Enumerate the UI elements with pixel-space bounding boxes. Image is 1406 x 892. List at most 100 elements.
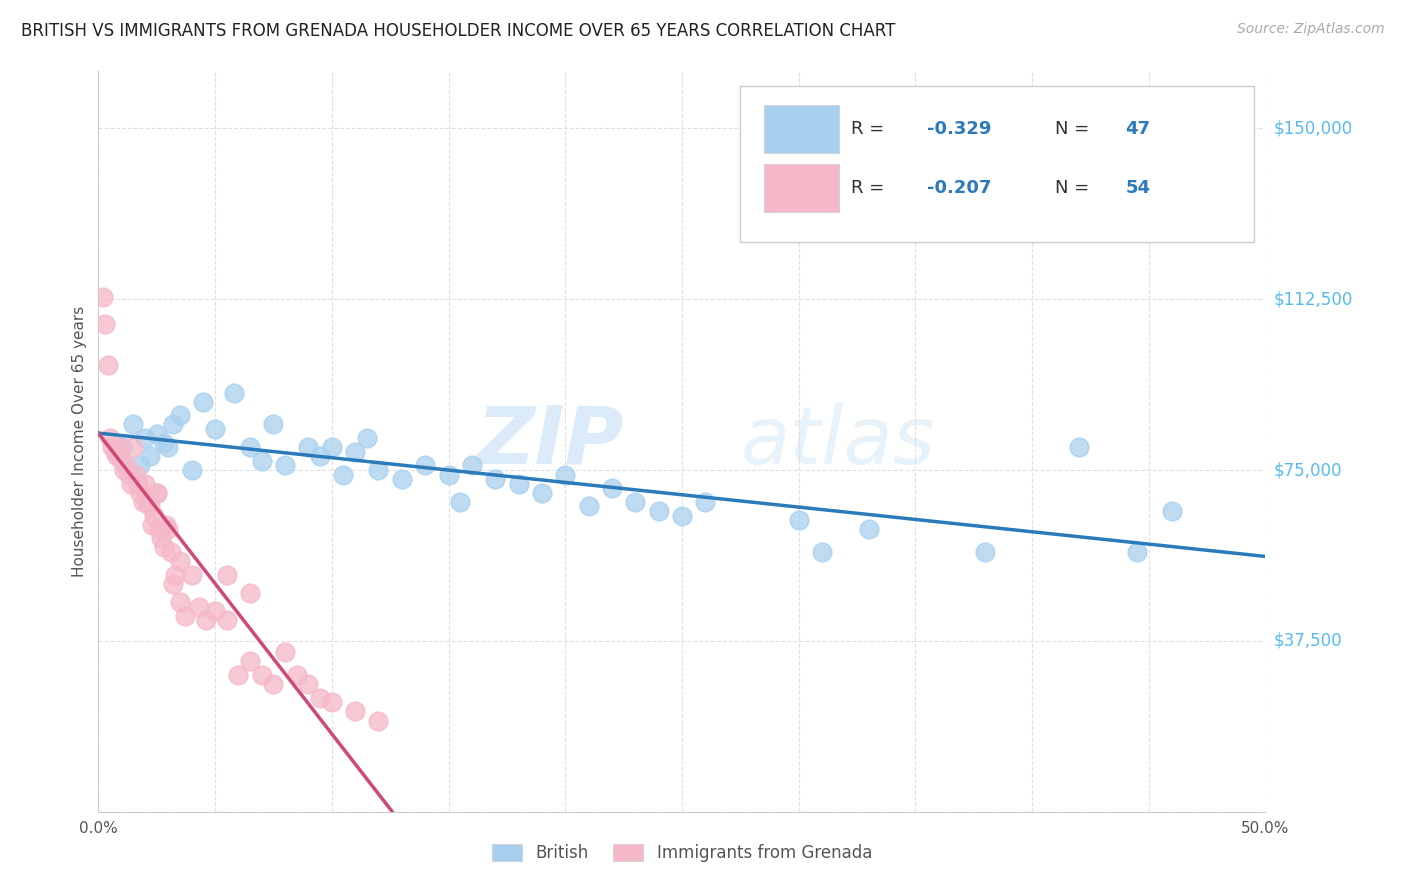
- Text: -0.329: -0.329: [927, 120, 991, 138]
- Point: [1126, 545, 1149, 559]
- Point: [148, 522, 170, 536]
- Point: [309, 690, 332, 705]
- Text: N =: N =: [1056, 179, 1095, 197]
- Point: [105, 450, 128, 464]
- Text: 47: 47: [1125, 120, 1150, 138]
- FancyBboxPatch shape: [763, 164, 839, 212]
- Point: [129, 458, 152, 473]
- Point: [274, 645, 297, 659]
- Point: [187, 599, 209, 614]
- Point: [129, 485, 152, 500]
- Point: [413, 458, 436, 473]
- Point: [143, 508, 166, 523]
- Point: [321, 440, 343, 454]
- Point: [600, 481, 623, 495]
- Point: [297, 440, 319, 454]
- Point: [157, 440, 180, 454]
- Point: [437, 467, 460, 482]
- Text: BRITISH VS IMMIGRANTS FROM GRENADA HOUSEHOLDER INCOME OVER 65 YEARS CORRELATION : BRITISH VS IMMIGRANTS FROM GRENADA HOUSE…: [21, 22, 896, 40]
- Point: [101, 440, 124, 454]
- Point: [97, 358, 120, 372]
- Point: [578, 500, 600, 514]
- Point: [215, 567, 238, 582]
- Text: R =: R =: [851, 120, 890, 138]
- Point: [239, 440, 262, 454]
- Point: [152, 435, 174, 450]
- Point: [118, 467, 141, 482]
- Point: [91, 290, 114, 304]
- Point: [134, 476, 156, 491]
- Point: [180, 567, 202, 582]
- Point: [104, 444, 127, 458]
- Point: [136, 495, 159, 509]
- Point: [811, 545, 834, 559]
- Point: [356, 431, 378, 445]
- Point: [120, 476, 142, 491]
- Point: [173, 608, 195, 623]
- Text: $37,500: $37,500: [1274, 632, 1343, 650]
- Point: [974, 545, 997, 559]
- Point: [122, 417, 145, 432]
- Point: [162, 417, 184, 432]
- Point: [239, 654, 262, 668]
- Point: [321, 695, 343, 709]
- Point: [98, 431, 121, 445]
- Point: [461, 458, 484, 473]
- Text: ZIP: ZIP: [477, 402, 624, 481]
- Point: [134, 431, 156, 445]
- Text: R =: R =: [851, 179, 890, 197]
- Point: [94, 317, 117, 331]
- Legend: British, Immigrants from Grenada: British, Immigrants from Grenada: [484, 835, 880, 870]
- Point: [193, 394, 215, 409]
- Point: [204, 604, 226, 618]
- Point: [139, 500, 162, 514]
- Point: [1067, 440, 1090, 454]
- Point: [141, 517, 163, 532]
- Point: [111, 454, 134, 468]
- Point: [449, 495, 471, 509]
- Point: [647, 504, 669, 518]
- Point: [367, 714, 389, 728]
- Point: [228, 668, 250, 682]
- Point: [194, 613, 217, 627]
- Point: [108, 440, 131, 454]
- Point: [157, 522, 180, 536]
- Point: [554, 467, 576, 482]
- Point: [344, 444, 367, 458]
- Point: [204, 422, 226, 436]
- Point: [155, 517, 177, 532]
- Point: [262, 417, 284, 432]
- Point: [530, 485, 553, 500]
- Point: [111, 440, 134, 454]
- Point: [165, 567, 187, 582]
- Point: [112, 463, 135, 477]
- Point: [250, 454, 273, 468]
- Point: [132, 495, 155, 509]
- FancyBboxPatch shape: [741, 87, 1254, 242]
- Point: [787, 513, 810, 527]
- Point: [274, 458, 297, 473]
- Point: [169, 409, 191, 423]
- Point: [152, 541, 174, 555]
- Point: [250, 668, 273, 682]
- Point: [624, 495, 647, 509]
- Point: [169, 595, 191, 609]
- Point: [122, 440, 145, 454]
- Point: [262, 677, 284, 691]
- Point: [150, 532, 173, 546]
- Point: [285, 668, 308, 682]
- Point: [391, 472, 413, 486]
- Y-axis label: Householder Income Over 65 years: Householder Income Over 65 years: [72, 306, 87, 577]
- Point: [297, 677, 319, 691]
- Point: [162, 577, 184, 591]
- Text: N =: N =: [1056, 120, 1095, 138]
- Point: [484, 472, 506, 486]
- Text: Source: ZipAtlas.com: Source: ZipAtlas.com: [1237, 22, 1385, 37]
- Point: [169, 554, 191, 568]
- Point: [332, 467, 354, 482]
- Point: [146, 485, 169, 500]
- Point: [309, 450, 332, 464]
- Point: [222, 385, 245, 400]
- Point: [146, 485, 169, 500]
- Text: 54: 54: [1125, 179, 1150, 197]
